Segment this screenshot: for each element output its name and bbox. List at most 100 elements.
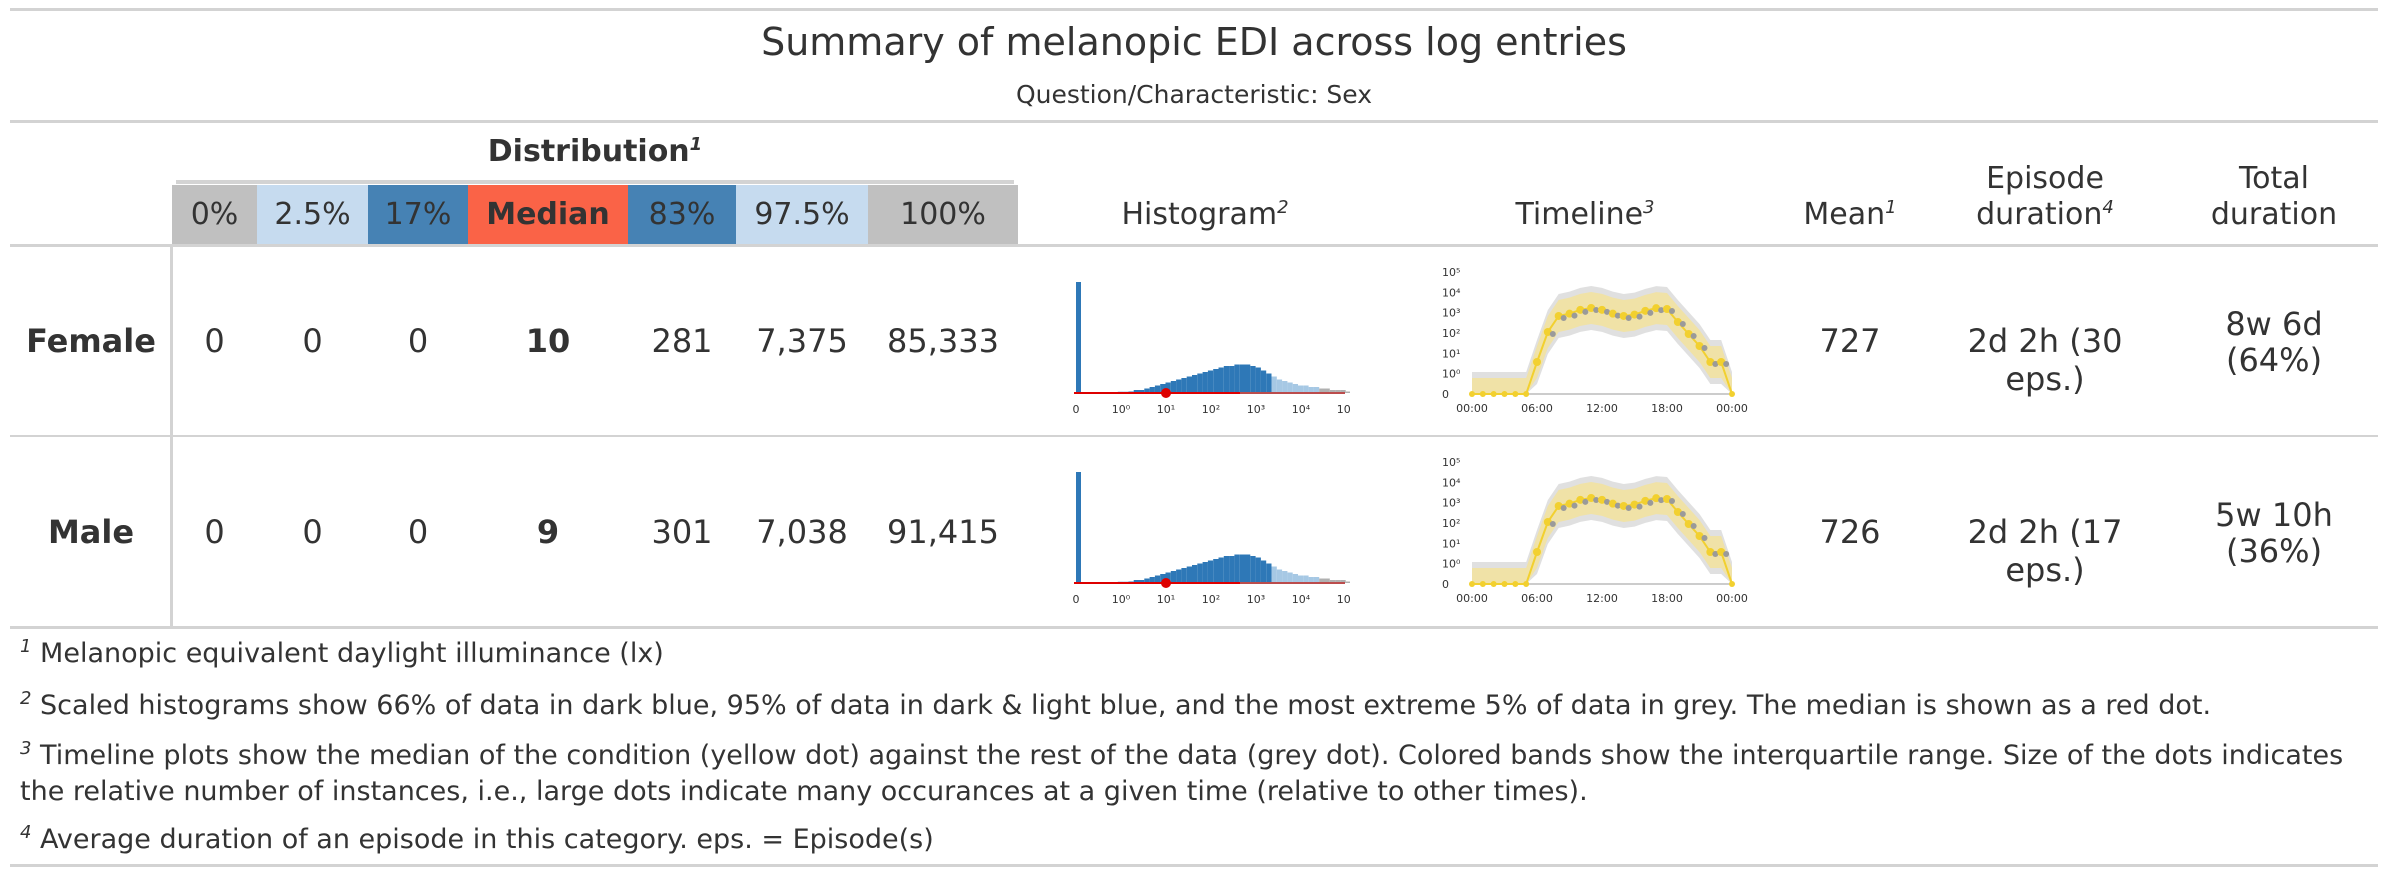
timeline-ytick-label: 10⁵: [1442, 266, 1460, 279]
timeline-header-label: Timeline: [1515, 197, 1644, 232]
histogram-bar: [1197, 563, 1203, 583]
timeline-yellow-dot: [1587, 494, 1596, 503]
histogram-bar: [1149, 387, 1155, 393]
footnote-mark: 2: [20, 688, 32, 709]
histogram-bar: [1165, 572, 1171, 583]
histogram-tick-label: 10⁴: [1292, 593, 1311, 606]
histogram-bar: [1298, 575, 1304, 583]
timeline-yellow-dot: [1469, 581, 1475, 587]
total-duration-percent: (64%): [2225, 341, 2323, 379]
quantile-header-17: 17%: [368, 185, 468, 245]
cell-q2-5: 0: [302, 513, 323, 551]
quantile-label: Median: [486, 197, 610, 232]
cell-q0: 0: [204, 322, 225, 360]
timeline-yellow-dot: [1533, 548, 1541, 556]
timeline-grey-dot: [1560, 504, 1567, 511]
histogram-tick-label: 10²: [1202, 593, 1220, 606]
histogram-bar: [1207, 560, 1214, 583]
footnote-mark: 1: [1885, 197, 1897, 218]
histogram-bar: [1287, 572, 1293, 583]
timeline-ytick-label: 0: [1442, 578, 1449, 591]
histogram-bar: [1298, 385, 1304, 393]
timeline-grey-dot: [1560, 314, 1567, 321]
timeline-yellow-dot: [1501, 391, 1508, 397]
timeline-grey-dot: [1679, 511, 1686, 517]
cell-q17: 0: [407, 322, 429, 360]
timeline-yellow-dot: [1684, 330, 1693, 338]
histogram-bar: [1340, 580, 1346, 583]
histogram-header: Histogram2: [1060, 197, 1350, 233]
quantile-header-97-5: 97.5%: [736, 185, 868, 245]
quantile-label: 100%: [900, 197, 986, 232]
timeline-grey-dot: [1571, 312, 1578, 319]
total-header-line2: duration: [2210, 197, 2338, 232]
histogram-female: 0 10⁰ 10¹ 10² 10³ 10⁴ 10⁵: [1073, 282, 1350, 416]
histogram-tick-label: 0: [1073, 593, 1080, 606]
histogram-bar: [1223, 556, 1230, 583]
quantile-label: 97.5%: [754, 197, 850, 232]
timeline-yellow-dot: [1717, 358, 1726, 366]
timeline-yellow-band: [1472, 292, 1732, 394]
cell-q100: 91,415: [887, 513, 999, 551]
timeline-grey-dot: [1669, 307, 1675, 314]
timeline-yellow-dot: [1652, 304, 1661, 313]
timeline-grey-dot: [1658, 497, 1665, 504]
timeline-yellow-dot: [1684, 520, 1693, 528]
histogram-bar: [1245, 554, 1251, 583]
histogram-bar: [1308, 387, 1314, 393]
timeline-yellow-band: [1472, 482, 1732, 584]
histogram-bar: [1234, 364, 1240, 393]
bottom-rule: [10, 864, 2378, 867]
footnote-text: Average duration of an episode in this c…: [40, 824, 934, 855]
cell-mean: 726: [1819, 513, 1881, 551]
histogram-bar: [1239, 364, 1245, 393]
histogram-bar: [1345, 581, 1350, 583]
timeline-grey-dot: [1614, 502, 1621, 509]
histogram-bar: [1144, 578, 1150, 583]
cell-q97-5: 7,038: [756, 513, 848, 551]
footnote-mark: 1: [20, 636, 32, 657]
histogram-bar: [1255, 367, 1261, 393]
timeline-xtick-label: 00:00: [1456, 592, 1488, 605]
cell-median: 10: [525, 322, 571, 360]
histogram-bar: [1345, 391, 1350, 393]
distribution-spanner-rule: [176, 180, 1014, 184]
footnote-text: Melanopic equivalent daylight illuminanc…: [40, 638, 664, 669]
footnote-mark: 3: [20, 738, 32, 759]
cell-episode-duration: 2d 2h (30 eps.): [1967, 322, 2123, 398]
histogram-tick-label: 10⁵: [1337, 403, 1350, 416]
timeline-ytick-label: 10⁵: [1442, 456, 1460, 469]
timeline-ytick-label: 10¹: [1442, 537, 1460, 550]
timeline-grey-dot: [1636, 503, 1643, 510]
timeline-yellow-dot: [1512, 581, 1519, 587]
timeline-yellow-dot: [1512, 391, 1519, 397]
footnote-mark: 2: [1277, 197, 1289, 218]
histogram-bar: [1255, 557, 1261, 583]
histogram-bar: [1276, 569, 1283, 583]
row-divider: [10, 435, 2378, 437]
timeline-xtick-label: 00:00: [1456, 402, 1488, 415]
timeline-yellow-dot: [1490, 581, 1497, 587]
histogram-bar: [1271, 566, 1277, 583]
footnote-mark: 3: [1643, 197, 1655, 218]
timeline-yellow-dot: [1587, 304, 1596, 313]
histogram-bar: [1266, 373, 1272, 393]
histogram-median-dot: [1161, 578, 1171, 588]
timeline-xtick-label: 00:00: [1716, 592, 1748, 605]
histogram-bar: [1282, 381, 1288, 393]
footnote-4: 4 Average duration of an episode in this…: [20, 822, 2370, 858]
timeline-yellow-dot: [1479, 391, 1486, 397]
histogram-bar: [1303, 385, 1309, 393]
histogram-bar: [1186, 376, 1192, 393]
histogram-bar: [1170, 381, 1177, 393]
timeline-yellow-dot: [1619, 501, 1628, 510]
timeline-yellow-dot: [1619, 311, 1628, 320]
cell-q83: 281: [651, 322, 713, 360]
histogram-bar: [1192, 375, 1198, 393]
timeline-xtick-label: 06:00: [1521, 592, 1553, 605]
histogram-tick-label: 10¹: [1157, 593, 1175, 606]
cell-q97-5: 7,375: [756, 322, 848, 360]
timeline-yellow-dot: [1717, 548, 1726, 556]
histogram-bar: [1154, 385, 1161, 393]
histogram-tick-label: 10³: [1247, 593, 1265, 606]
